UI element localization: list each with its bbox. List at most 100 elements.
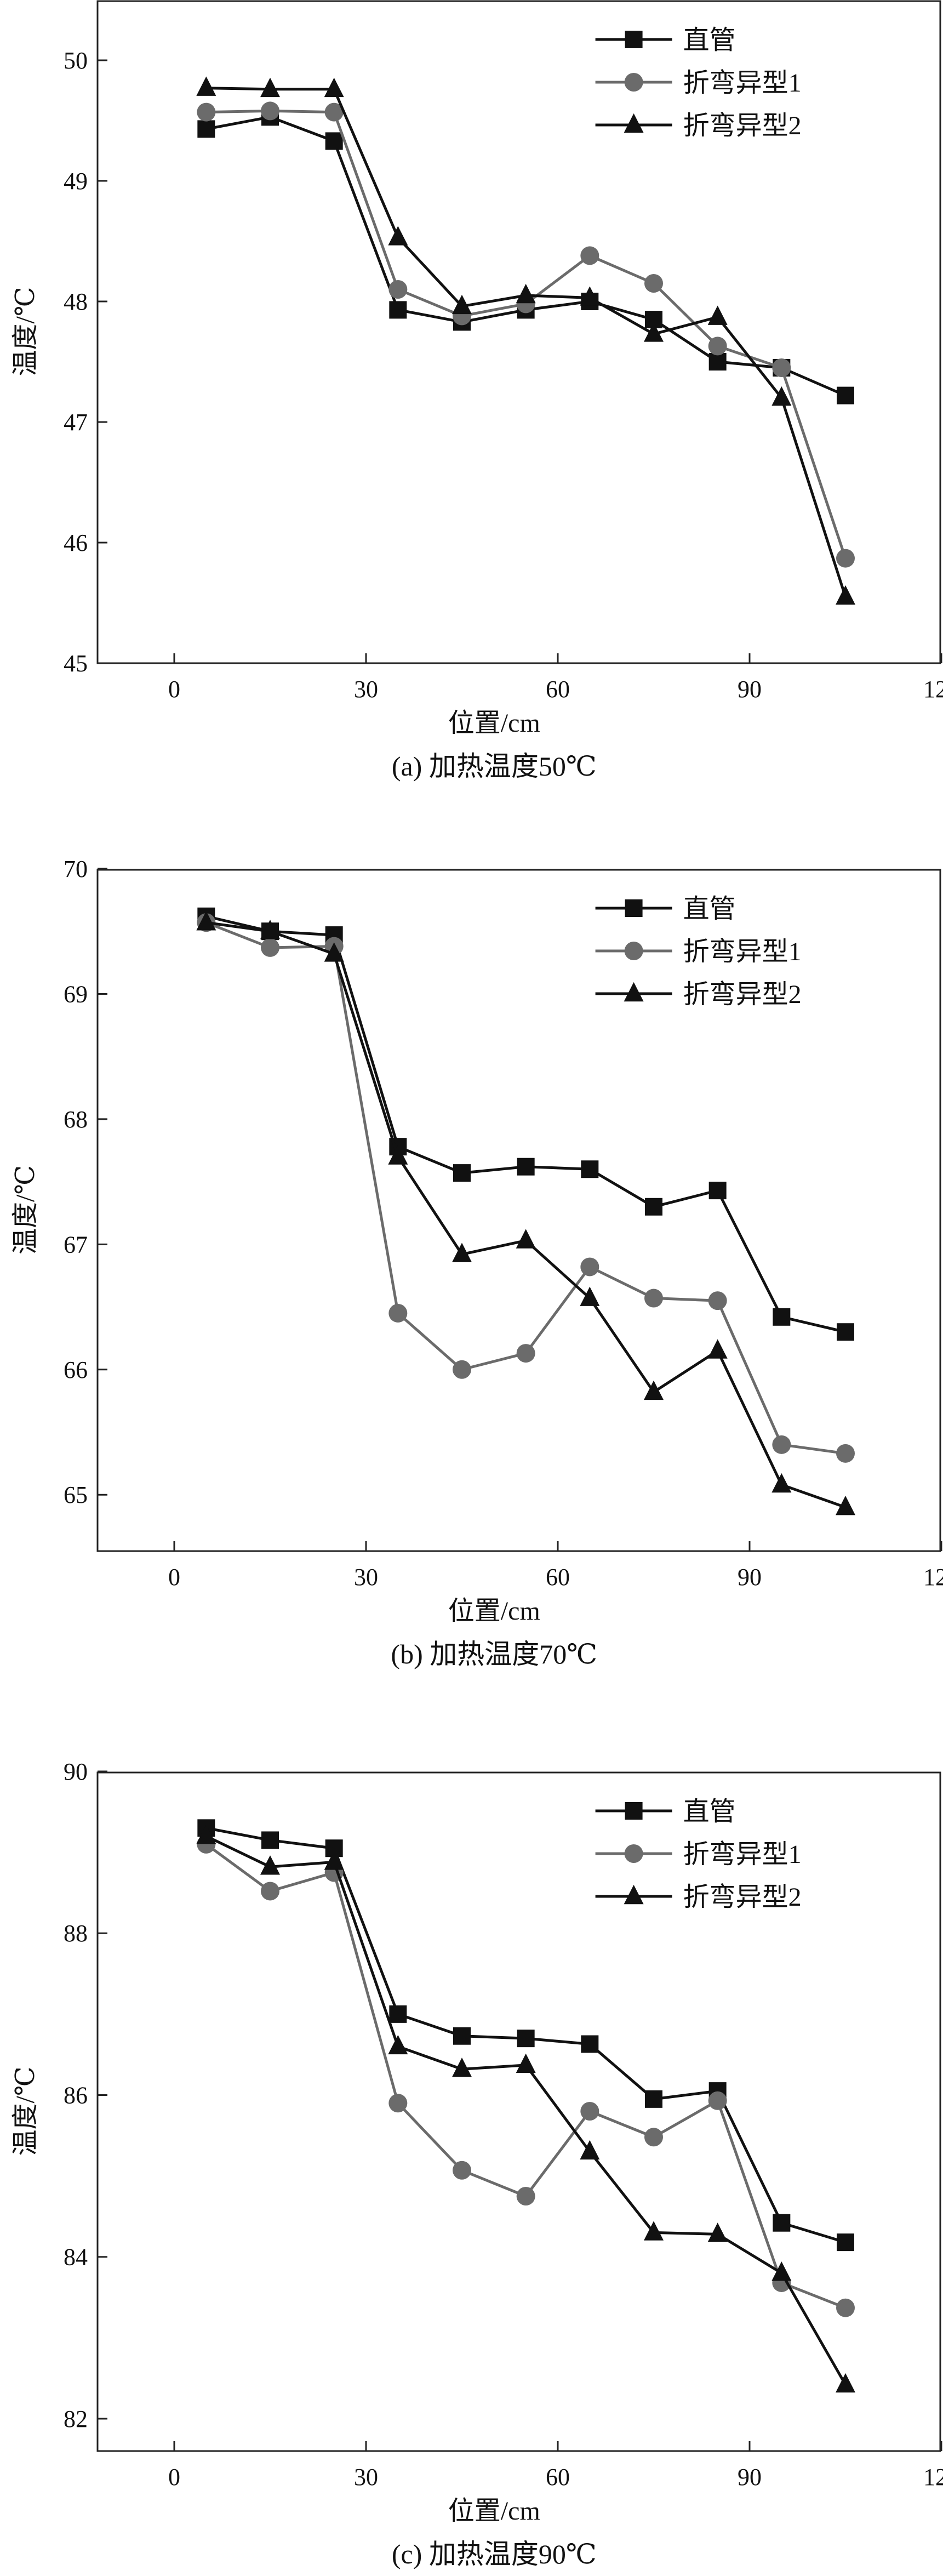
- data-point: [772, 358, 791, 377]
- y-tick-label: 69: [64, 981, 88, 1007]
- x-tick-label: 90: [738, 1564, 762, 1591]
- data-point: [708, 1291, 727, 1310]
- data-point: [197, 120, 215, 138]
- legend-marker: [624, 73, 643, 92]
- x-tick-label: 90: [738, 2464, 762, 2490]
- series-line: [205, 115, 846, 397]
- legend-label: 直管: [683, 1797, 736, 1826]
- legend-label: 折弯异型2: [683, 1883, 802, 1912]
- legend-marker: [625, 1802, 643, 1820]
- x-tick-label: 60: [546, 1564, 570, 1591]
- chart-panel-3: 82 84 86 88 90 0 30 60 90 120 位置/cm 温度/℃ (c) 加热温度90℃…: [11, 1758, 943, 2569]
- data-point: [261, 1831, 279, 1849]
- x-tick-label: 30: [354, 1564, 378, 1591]
- series-line: [205, 915, 846, 1333]
- y-tick-label: 45: [64, 650, 88, 677]
- data-point: [644, 274, 663, 293]
- data-point: [452, 294, 472, 315]
- x-tick-label: 0: [168, 1564, 180, 1591]
- data-point: [388, 1145, 408, 1165]
- y-tick-label: 47: [64, 409, 88, 436]
- data-point: [773, 1308, 791, 1326]
- data-point: [388, 1303, 408, 1323]
- data-point: [260, 920, 280, 939]
- data-point: [453, 2161, 471, 2180]
- data-point: [644, 1289, 663, 1308]
- plot-frame: [96, 0, 941, 664]
- data-point: [197, 102, 216, 122]
- data-point: [644, 2221, 664, 2241]
- data-point: [772, 1435, 791, 1454]
- data-point: [388, 2094, 408, 2113]
- data-point: [324, 102, 344, 122]
- y-tick-label: 46: [64, 529, 88, 556]
- chart-caption: (b) 加热温度70℃: [391, 1639, 597, 1669]
- legend-label: 折弯异型1: [683, 937, 802, 966]
- data-point: [708, 337, 727, 356]
- data-point: [453, 1360, 471, 1379]
- series-square: [197, 907, 854, 1341]
- data-point: [644, 1380, 664, 1400]
- data-point: [261, 1882, 279, 1901]
- x-axis-label: 位置/cm: [448, 709, 540, 738]
- data-point: [580, 2140, 600, 2160]
- data-point: [836, 2373, 855, 2393]
- series-line: [205, 921, 846, 1509]
- x-tick-label: 60: [546, 676, 570, 703]
- y-tick-label: 70: [64, 856, 88, 882]
- x-tick-label: 0: [168, 2464, 180, 2490]
- y-tick-label: 86: [64, 2082, 88, 2108]
- legend-marker: [625, 899, 643, 917]
- legend-marker: [624, 1884, 644, 1905]
- data-point: [517, 2030, 535, 2048]
- legend-label: 直管: [683, 26, 736, 55]
- data-point: [771, 2261, 792, 2281]
- series-triangle: [196, 1825, 855, 2393]
- x-axis-label: 位置/cm: [448, 2497, 540, 2526]
- legend-label: 直管: [683, 894, 736, 924]
- data-point: [580, 246, 599, 265]
- y-axis-label: 温度/℃: [11, 1165, 40, 1255]
- chart-caption: (a) 加热温度50℃: [392, 751, 597, 782]
- series-line: [206, 109, 847, 559]
- data-point: [452, 2058, 472, 2077]
- legend-label: 折弯异型2: [683, 111, 802, 140]
- data-point: [645, 1198, 662, 1216]
- data-point: [836, 2298, 855, 2317]
- data-point: [836, 549, 855, 568]
- legend-item: 折弯异型1: [595, 937, 802, 966]
- legend-item: 折弯异型2: [595, 1883, 802, 1912]
- data-point: [516, 2187, 535, 2205]
- data-point: [325, 132, 343, 150]
- legend-label: 折弯异型1: [683, 69, 802, 98]
- data-point: [773, 2214, 791, 2232]
- y-tick-label: 49: [64, 168, 88, 195]
- data-point: [837, 386, 854, 404]
- data-point: [581, 2035, 599, 2053]
- data-point: [453, 1164, 471, 1182]
- legend-item: 折弯异型1: [595, 69, 802, 98]
- legend-label: 折弯异型2: [683, 980, 802, 1009]
- data-point: [260, 1855, 280, 1875]
- legend-marker: [624, 113, 644, 133]
- legend-marker: [624, 1844, 643, 1863]
- data-point: [707, 305, 728, 325]
- legend-item: 折弯异型1: [595, 1840, 802, 1869]
- series-triangle: [196, 911, 855, 1515]
- data-point: [516, 1344, 535, 1363]
- data-point: [580, 286, 600, 306]
- data-point: [644, 2128, 663, 2147]
- data-point: [389, 2005, 407, 2023]
- y-axis-label: 温度/℃: [11, 287, 40, 376]
- data-point: [260, 77, 280, 98]
- x-tick-label: 120: [923, 676, 943, 703]
- data-point: [836, 585, 855, 605]
- y-tick-label: 48: [64, 288, 88, 315]
- y-tick-label: 65: [64, 1481, 88, 1508]
- data-point: [517, 1158, 535, 1176]
- x-tick-label: 60: [546, 2464, 570, 2490]
- data-point: [196, 76, 216, 96]
- data-point: [836, 1495, 855, 1515]
- series-line: [205, 1834, 847, 2386]
